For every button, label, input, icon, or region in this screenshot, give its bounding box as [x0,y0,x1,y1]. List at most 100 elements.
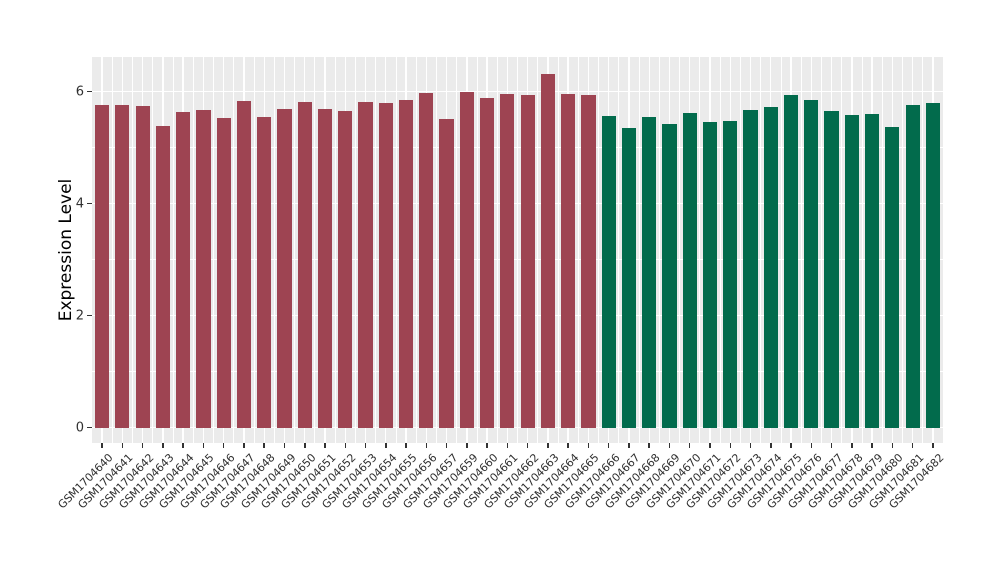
h-gridline-major [92,426,943,429]
v-gridline-minor [638,57,640,443]
v-gridline-minor [355,57,356,443]
bar-GSM1704666 [601,115,616,428]
v-gridline-minor [456,57,458,443]
v-gridline-minor [334,57,336,443]
y-tick-label: 6 [75,84,84,100]
v-gridline-minor [273,57,275,443]
v-gridline-minor [841,57,843,443]
bar-GSM1704650 [297,102,312,428]
x-tick-mark [101,443,103,448]
v-gridline-minor [780,57,782,443]
x-tick-mark [425,443,428,448]
bar-GSM1704669 [662,124,677,428]
x-tick-mark [547,443,549,448]
v-gridline-minor [496,57,498,443]
x-tick-mark [688,443,691,448]
bar-GSM1704668 [642,116,657,428]
bar-GSM1704674 [763,106,778,428]
x-tick-mark [607,443,610,448]
bar-GSM1704681 [905,105,920,428]
v-gridline-minor [415,57,417,443]
y-tick-label: 4 [75,196,84,212]
bar-GSM1704655 [398,99,414,428]
bar-GSM1704641 [115,105,130,428]
v-gridline-minor [902,57,903,443]
bar-GSM1704656 [419,93,434,428]
bar-GSM1704647 [236,101,252,428]
v-gridline-minor [395,57,397,443]
bar-GSM1704673 [743,110,758,428]
bar-GSM1704661 [500,93,515,428]
bar-GSM1704651 [317,108,333,428]
y-tick-mark [87,426,92,429]
x-tick-mark [506,443,509,448]
x-tick-mark [263,443,265,448]
x-tick-mark [445,443,448,448]
bar-GSM1704645 [196,109,211,428]
v-gridline-minor [861,57,863,443]
x-tick-mark [749,443,752,448]
h-gridline-minor [92,147,943,149]
x-tick-mark [628,443,630,448]
bar-GSM1704665 [581,95,596,428]
plot-panel [92,57,943,443]
x-tick-mark [770,443,772,448]
v-gridline-minor [233,57,235,443]
x-tick-mark [709,443,711,448]
x-tick-mark [871,443,873,448]
y-tick-mark [87,90,92,93]
y-tick-mark [87,202,92,205]
y-tick-label: 2 [75,308,84,324]
v-gridline-minor [192,57,194,443]
bar-GSM1704675 [783,94,799,428]
v-gridline-minor [132,57,133,443]
x-tick-mark [162,443,164,448]
bar-GSM1704680 [885,126,900,428]
y-tick-mark [87,314,92,317]
x-tick-mark [851,443,853,448]
v-gridline-minor [881,57,883,443]
v-gridline-minor [800,57,802,443]
bar-GSM1704653 [358,102,373,428]
bar-GSM1704659 [459,92,474,428]
bar-GSM1704642 [135,105,150,428]
bar-GSM1704652 [338,111,353,428]
x-tick-mark [202,443,205,448]
v-gridline-minor [294,57,296,443]
bar-GSM1704662 [520,94,535,428]
v-gridline-minor [577,57,579,443]
x-tick-mark [567,443,569,448]
v-gridline-minor [557,57,559,443]
v-gridline-minor [658,57,660,443]
v-gridline-minor [760,57,762,443]
h-gridline-major [92,90,943,93]
v-gridline-minor [517,57,518,443]
x-tick-mark [344,443,347,448]
x-tick-mark [526,443,529,448]
v-gridline-minor [699,57,701,443]
v-gridline-minor [253,57,255,443]
v-gridline-minor [314,57,316,443]
x-tick-mark [243,443,245,448]
v-gridline-minor [739,57,741,443]
h-gridline-minor [92,371,943,372]
bar-GSM1704667 [621,127,637,428]
bar-GSM1704657 [439,119,454,428]
v-gridline-minor [436,57,437,443]
v-gridline-minor [111,57,113,443]
x-tick-mark [121,443,124,448]
x-tick-mark [141,443,144,448]
y-tick-label: 0 [75,420,84,435]
x-tick-mark [648,443,650,448]
bar-GSM1704663 [540,73,555,428]
x-tick-mark [182,443,184,448]
h-gridline-major [92,314,943,317]
x-tick-mark [932,443,934,448]
x-tick-mark [729,443,731,448]
v-gridline-minor [375,57,377,443]
v-gridline-minor [213,57,214,443]
x-tick-mark [222,443,225,448]
x-tick-mark [283,443,286,448]
bar-GSM1704671 [702,121,718,428]
